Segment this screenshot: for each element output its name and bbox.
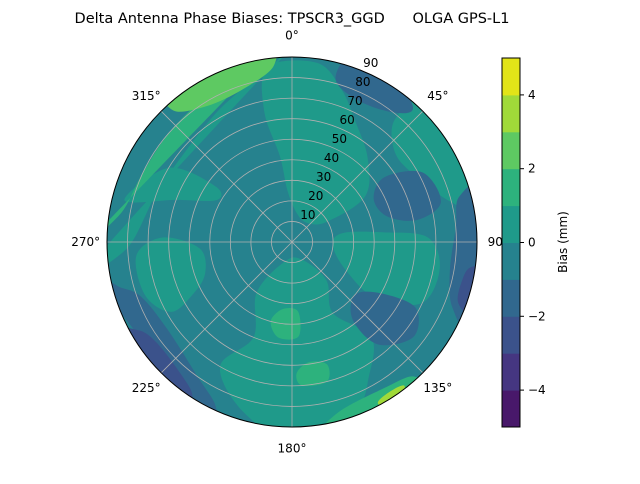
colorbar-band <box>502 205 520 243</box>
contour-region-1 <box>391 97 477 221</box>
contour-region-3 <box>220 257 374 427</box>
contour-region-17 <box>335 57 414 114</box>
contour-region-9 <box>296 361 330 386</box>
r-tick-label: 60 <box>340 113 355 127</box>
r-tick-label: 80 <box>355 75 370 89</box>
r-tick-label: 10 <box>300 208 315 222</box>
colorbar-band <box>502 94 520 133</box>
colorbar-band <box>502 58 520 96</box>
theta-tick-label: 225° <box>132 381 161 395</box>
theta-tick-label: 0° <box>285 29 299 43</box>
theta-gridline <box>291 241 424 374</box>
theta-tick-label: 315° <box>132 89 161 103</box>
colorbar-band <box>502 131 520 170</box>
chart-title: Delta Antenna Phase Biases: TPSCR3_GGD O… <box>75 11 510 27</box>
contour-region-6 <box>124 167 222 203</box>
colorbar-tick-label: −2 <box>528 309 546 323</box>
colorbar-band <box>502 353 520 391</box>
colorbar-label: Bias (mm) <box>556 211 570 273</box>
polar-frame <box>106 56 478 428</box>
colorbar-tick-label: 2 <box>528 162 536 176</box>
r-tick-label: 40 <box>324 151 339 165</box>
polar-grid <box>107 57 477 427</box>
r-tick-label: 70 <box>347 94 362 108</box>
r-tick-labels: 10 20 30 40 50 60 70 80 90 <box>300 56 378 222</box>
r-tick-label: 50 <box>332 132 347 146</box>
r-tick-label: 90 <box>363 56 378 70</box>
theta-gridline <box>160 110 293 243</box>
colorbar-band <box>502 390 520 428</box>
colorbar-band <box>502 242 520 280</box>
theta-tick-labels: 0°45°90°135°180°225°270°315° <box>71 29 509 456</box>
theta-gridline <box>160 241 293 374</box>
colorbar-tick-label: 4 <box>528 88 536 102</box>
r-tick-label: 20 <box>308 189 323 203</box>
colorbar-tick-label: −4 <box>528 383 546 397</box>
r-tick-label: 30 <box>316 170 331 184</box>
contour-region-0 <box>261 60 370 225</box>
contour-region-5 <box>107 57 304 274</box>
contour-region-15 <box>350 291 419 346</box>
theta-tick-label: 135° <box>423 381 452 395</box>
colorbar-band <box>502 316 520 354</box>
colorbar-tick-label: 0 <box>528 236 536 250</box>
theta-gridline <box>291 110 424 243</box>
colorbar-band <box>502 279 520 317</box>
theta-tick-label: 180° <box>278 441 307 455</box>
contour-region-13 <box>373 170 441 221</box>
colorbar: −4 −2 0 2 4 <box>501 57 546 428</box>
theta-tick-label: 270° <box>71 235 100 249</box>
colorbar-band <box>502 168 520 207</box>
theta-tick-label: 45° <box>427 89 448 103</box>
contour-region-2 <box>332 231 440 306</box>
contour-region-4 <box>135 237 206 312</box>
